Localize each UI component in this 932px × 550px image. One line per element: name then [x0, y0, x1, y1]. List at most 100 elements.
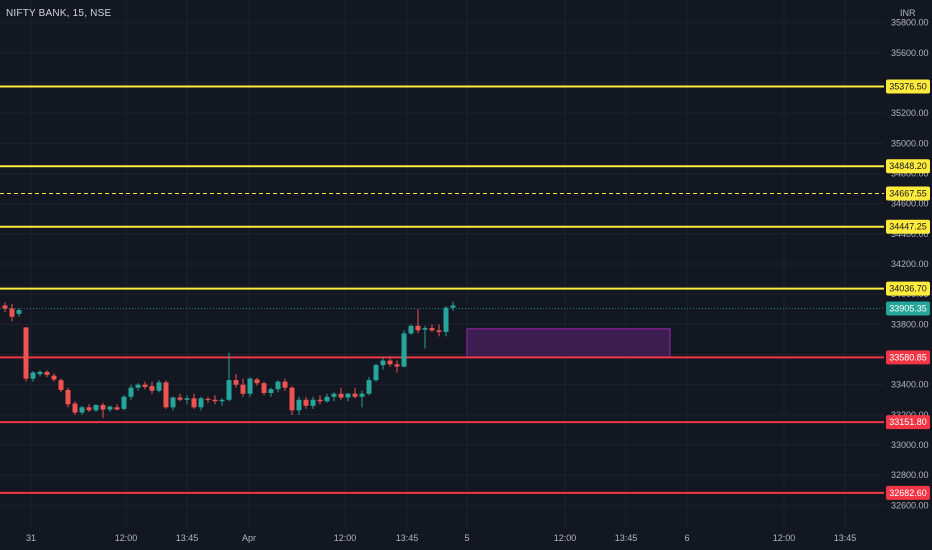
candle-body: [415, 325, 421, 331]
candle: [226, 353, 232, 402]
candle: [30, 371, 36, 382]
candle: [184, 395, 190, 405]
candle-body: [121, 396, 127, 409]
candle: [436, 324, 442, 337]
candle-body: [37, 371, 43, 375]
candle: [177, 393, 183, 402]
candle: [331, 392, 337, 402]
price-tag-text: 34036.70: [889, 284, 927, 294]
symbol-label[interactable]: NIFTY BANK, 15, NSE: [6, 8, 112, 19]
x-tick-label: Apr: [242, 533, 256, 543]
y-tick-label: 32600.00: [891, 500, 929, 510]
y-tick-label: 35600.00: [891, 48, 929, 58]
candle-body: [247, 378, 253, 394]
candle: [58, 378, 64, 393]
candle: [72, 401, 78, 415]
price-tag-box: [886, 485, 930, 500]
candle: [16, 308, 22, 317]
candle: [100, 402, 106, 418]
price-tag-box: [886, 219, 930, 234]
x-tick-label: 12:00: [115, 533, 138, 543]
candle: [443, 306, 449, 337]
y-tick-label: 32800.00: [891, 470, 929, 480]
y-tick-label: 35800.00: [891, 18, 929, 28]
candle-body: [429, 328, 435, 331]
candle: [324, 393, 330, 403]
candle-body: [142, 384, 148, 387]
price-tag-box: [886, 186, 930, 201]
candle-body: [394, 364, 400, 367]
candle-body: [233, 380, 239, 385]
price-tag-box: [886, 159, 930, 174]
candle-body: [219, 399, 225, 402]
y-tick-label: 33800.00: [891, 319, 929, 329]
price-tag-box: [886, 281, 930, 296]
candle: [2, 302, 8, 313]
candle: [268, 387, 274, 397]
price-tag-box: [886, 415, 930, 430]
candle: [380, 357, 386, 370]
price-tags-layer: 35376.50 34848.20 34667.55 34447.25 34036.70…: [886, 79, 930, 500]
x-tick-label: 13:45: [396, 533, 419, 543]
x-tick-label: 6: [684, 533, 689, 543]
candle: [163, 380, 169, 409]
candle: [114, 404, 120, 411]
candle-body: [310, 399, 316, 406]
y-tick-label: 35200.00: [891, 108, 929, 118]
candle: [303, 396, 309, 409]
price-tag-text: 33151.80: [889, 417, 927, 427]
candle-body: [261, 383, 267, 393]
price-tag-text: 33905.35: [889, 303, 927, 313]
time-axis[interactable]: 31 12:00 13:45 Apr 12:00 13:45 5 12:00 13:45 6 12:…: [26, 533, 856, 543]
candle: [198, 396, 204, 411]
candle-body: [30, 372, 36, 379]
candle-body: [373, 365, 379, 381]
resistance-price-tag: 35376.50: [886, 79, 930, 94]
support-price-tag: 32682.60: [886, 485, 930, 500]
price-tag-box: [886, 301, 930, 316]
candle-body: [58, 380, 64, 390]
candle-body: [268, 389, 274, 393]
candle: [289, 386, 295, 415]
candle-body: [100, 405, 106, 410]
candle-body: [275, 381, 281, 390]
current-price-tag: 33905.35: [886, 301, 930, 316]
y-tick-label: 33000.00: [891, 440, 929, 450]
resistance-price-tag: 34667.55: [886, 186, 930, 201]
candle-body: [338, 393, 344, 398]
price-tag-box: [886, 350, 930, 365]
candle-body: [177, 397, 183, 400]
candle: [37, 370, 43, 377]
candle: [233, 374, 239, 388]
candle-body: [352, 393, 358, 397]
candle: [387, 356, 393, 367]
price-tag-text: 35376.50: [889, 82, 927, 92]
horizontal-levels-layer: [0, 85, 884, 494]
candle: [422, 325, 428, 349]
candle-body: [345, 393, 351, 398]
candle-body: [366, 380, 372, 394]
candle-body: [93, 405, 99, 411]
resistance-price-tag: 34036.70: [886, 281, 930, 296]
candle: [373, 363, 379, 382]
x-tick-label: 12:00: [554, 533, 577, 543]
price-tag-text: 32682.60: [889, 488, 927, 498]
candle-body: [359, 393, 365, 397]
candle: [9, 303, 15, 322]
demand-zone[interactable]: [466, 328, 671, 358]
candle-body: [443, 307, 449, 332]
candle-body: [163, 382, 169, 408]
resistance-price-tag: 34848.20: [886, 159, 930, 174]
candle-body: [16, 310, 22, 314]
resistance-price-tag: 34447.25: [886, 219, 930, 234]
candle: [142, 381, 148, 390]
candle-body: [324, 396, 330, 402]
candle-body: [191, 398, 197, 408]
price-tag-text: 34447.25: [889, 222, 927, 232]
candle-body: [436, 330, 442, 332]
candle-body: [9, 308, 15, 317]
price-tag-text: 33580.85: [889, 352, 927, 362]
candle: [310, 396, 316, 409]
